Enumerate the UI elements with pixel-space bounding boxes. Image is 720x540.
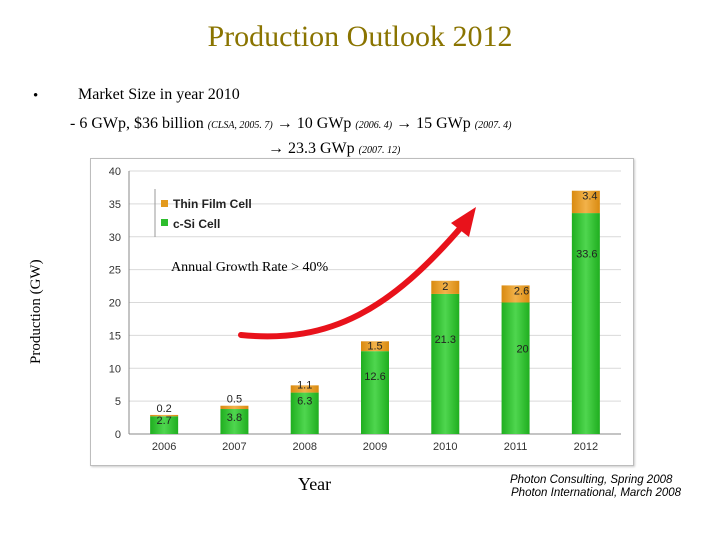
source-line-1: Photon Consulting, Spring 2008 (510, 474, 673, 486)
line1-part-5: (2007. 4) (474, 120, 512, 131)
data-label-csi-2007: 3.8 (227, 412, 242, 424)
y-axis-title: Production (GW) (28, 259, 44, 364)
y-tick-label: 10 (109, 363, 121, 375)
growth-arrow (238, 222, 466, 340)
bullet-marker: • (33, 88, 39, 104)
line1-part-1: (CLSA, 2005. 7) (207, 120, 273, 131)
growth-arrow-head (451, 207, 476, 237)
data-label-csi-2012: 33.6 (576, 248, 597, 260)
line2-part-0: → 23.3 GWp (268, 140, 359, 157)
bar-thin-film-2010 (431, 280, 460, 294)
x-tick-label: 2011 (504, 441, 528, 453)
bar-thin-film-2008 (290, 385, 319, 393)
line1-part-2: → 10 GWp (272, 115, 356, 132)
line2-part-1: (2007. 12) (358, 145, 401, 156)
x-tick-label: 2012 (574, 441, 598, 453)
x-tick-label: 2009 (363, 441, 387, 453)
bar-csi-2012 (571, 213, 600, 434)
line1-part-4: → 15 GWp (392, 115, 475, 132)
data-label-csi-2008: 6.3 (297, 396, 312, 408)
y-tick-label: 15 (109, 330, 121, 342)
y-tick-label: 25 (109, 265, 121, 277)
x-tick-label: 2010 (433, 441, 457, 453)
y-tick-label: 35 (109, 199, 121, 211)
data-label-thin-film-2012: 3.4 (582, 191, 597, 203)
bar-thin-film-2011 (501, 285, 530, 303)
data-label-thin-film-2009: 1.5 (367, 340, 382, 352)
market-size-line-1: - 6 GWp, $36 billion (CLSA, 2005. 7) → 1… (70, 115, 511, 133)
slide-title: Production Outlook 2012 (207, 20, 513, 53)
bar-thin-film-2006 (150, 414, 179, 417)
data-label-csi-2011: 20 (516, 343, 528, 355)
data-label-csi-2009: 12.6 (364, 371, 385, 383)
bar-csi-2006 (150, 416, 179, 434)
legend-label-csi: c-Si Cell (173, 217, 220, 231)
y-tick-label: 5 (115, 396, 121, 408)
data-label-csi-2010: 21.3 (435, 334, 456, 346)
bar-thin-film-2012 (571, 190, 600, 214)
legend-swatch-thin-film (161, 200, 168, 207)
data-label-thin-film-2006: 0.2 (156, 403, 171, 415)
growth-rate-annotation: Annual Growth Rate > 40% (171, 260, 329, 275)
x-tick-label: 2007 (222, 441, 246, 453)
bar-thin-film-2007 (220, 405, 249, 410)
bar-csi-2008 (290, 392, 319, 434)
line1-part-3: (2006. 4) (355, 120, 393, 131)
legend-label-thin-film: Thin Film Cell (173, 197, 252, 211)
market-size-line-2: → 23.3 GWp (2007. 12) (268, 140, 400, 158)
bar-csi-2011 (501, 302, 530, 434)
source-line-2: Photon International, March 2008 (511, 487, 682, 499)
chart-frame: 0 5 10 15 20 25 30 35 40 2006 2007 2008 2009 2010 2011… (90, 158, 634, 466)
x-tick-label: 2008 (292, 441, 316, 453)
source-note: Photon Consulting, Spring 2008 Photon In… (510, 474, 681, 500)
data-label-thin-film-2011: 2.6 (514, 285, 529, 297)
legend-swatch-csi (161, 219, 168, 226)
bar-csi-2009 (361, 351, 389, 434)
y-tick-label: 40 (109, 166, 121, 178)
y-tick-label: 0 (115, 429, 121, 441)
line1-part-0: - 6 GWp, $36 billion (70, 115, 208, 132)
bar-csi-2007 (220, 409, 249, 434)
data-label-thin-film-2008: 1.1 (297, 379, 312, 391)
bullet-heading: Market Size in year 2010 (78, 86, 240, 103)
data-label-thin-film-2010: 2 (442, 281, 448, 293)
y-tick-label: 30 (109, 232, 121, 244)
bar-thin-film-2009 (361, 341, 389, 352)
y-tick-label: 20 (109, 298, 121, 310)
data-label-csi-2006: 2.7 (156, 415, 171, 427)
x-tick-label: 2006 (152, 441, 176, 453)
x-axis-title: Year (298, 474, 332, 494)
bar-csi-2010 (431, 293, 460, 434)
data-label-thin-film-2007: 0.5 (227, 394, 242, 406)
stacked-bar-chart: 0 5 10 15 20 25 30 35 40 2006 2007 2008 2009 2010 2011… (109, 166, 621, 453)
